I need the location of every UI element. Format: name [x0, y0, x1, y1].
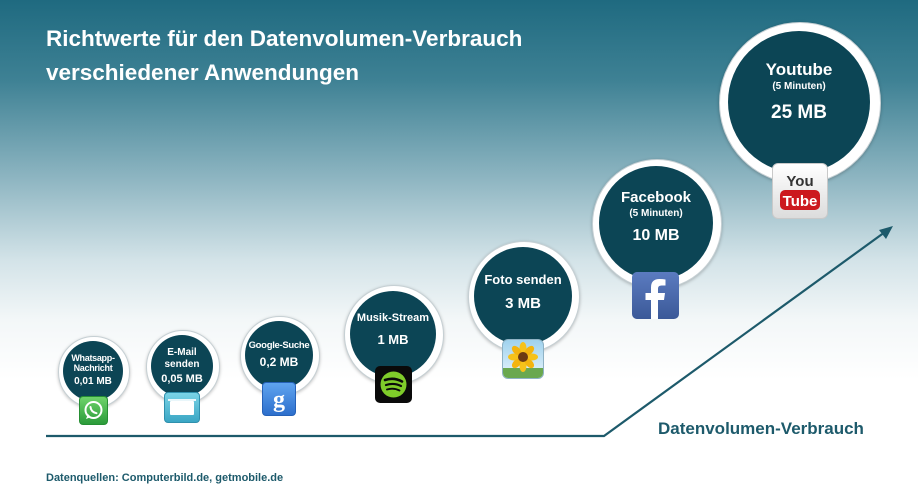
- app-duration: (5 Minuten): [629, 208, 683, 219]
- spotify-icon: [375, 366, 412, 403]
- svg-text:Tube: Tube: [783, 193, 818, 210]
- app-name: Whatsapp-: [71, 353, 115, 363]
- app-value: 3 MB: [505, 295, 541, 312]
- app-duration: (5 Minuten): [772, 81, 826, 92]
- bubble-email: E-Mail senden 0,05 MB: [151, 335, 213, 397]
- app-name: Musik-Stream: [356, 312, 430, 324]
- app-name: E-Mail: [167, 346, 197, 358]
- whatsapp-icon: [79, 396, 108, 425]
- page-title: Richtwerte für den Datenvolumen-Verbrauc…: [46, 22, 522, 90]
- app-name: Youtube: [765, 60, 833, 79]
- bubble-youtube: Youtube (5 Minuten) 25 MB: [728, 31, 870, 173]
- svg-text:g: g: [273, 387, 285, 413]
- growth-line: [46, 231, 886, 438]
- app-value: 0,05 MB: [161, 372, 203, 385]
- arrow-head: [879, 226, 893, 239]
- app-value: 25 MB: [771, 102, 827, 123]
- app-name: Facebook: [620, 189, 692, 206]
- bubble-whatsapp: Whatsapp- Nachricht 0,01 MB: [63, 341, 123, 401]
- source-note: Datenquellen: Computerbild.de, getmobile…: [46, 472, 284, 484]
- app-name-2: Nachricht: [73, 363, 113, 373]
- bubble-music: Musik-Stream 1 MB: [350, 291, 436, 377]
- app-value: 10 MB: [632, 227, 680, 244]
- email-icon: [164, 392, 200, 423]
- app-name: Google-Suche: [248, 340, 310, 351]
- app-name: Foto senden: [484, 272, 562, 287]
- title-line-1: Richtwerte für den Datenvolumen-Verbrauc…: [46, 26, 523, 51]
- app-value: 0,2 MB: [259, 355, 299, 369]
- app-value: 1 MB: [377, 332, 409, 347]
- app-name-2: senden: [164, 358, 200, 370]
- bubble-facebook: Facebook (5 Minuten) 10 MB: [599, 166, 713, 280]
- google-icon: g: [262, 382, 296, 416]
- photo-sunflower-icon: [502, 339, 544, 379]
- bubble-google: Google-Suche 0,2 MB: [245, 321, 313, 389]
- bubble-photo: Foto senden 3 MB: [474, 247, 572, 345]
- facebook-icon: [632, 272, 679, 319]
- svg-text:You: You: [786, 173, 813, 190]
- youtube-icon: You Tube: [772, 163, 828, 219]
- app-value: 0,01 MB: [74, 376, 112, 387]
- axis-label: Datenvolumen-Verbrauch: [658, 419, 864, 438]
- title-line-2: verschiedener Anwendungen: [46, 60, 359, 85]
